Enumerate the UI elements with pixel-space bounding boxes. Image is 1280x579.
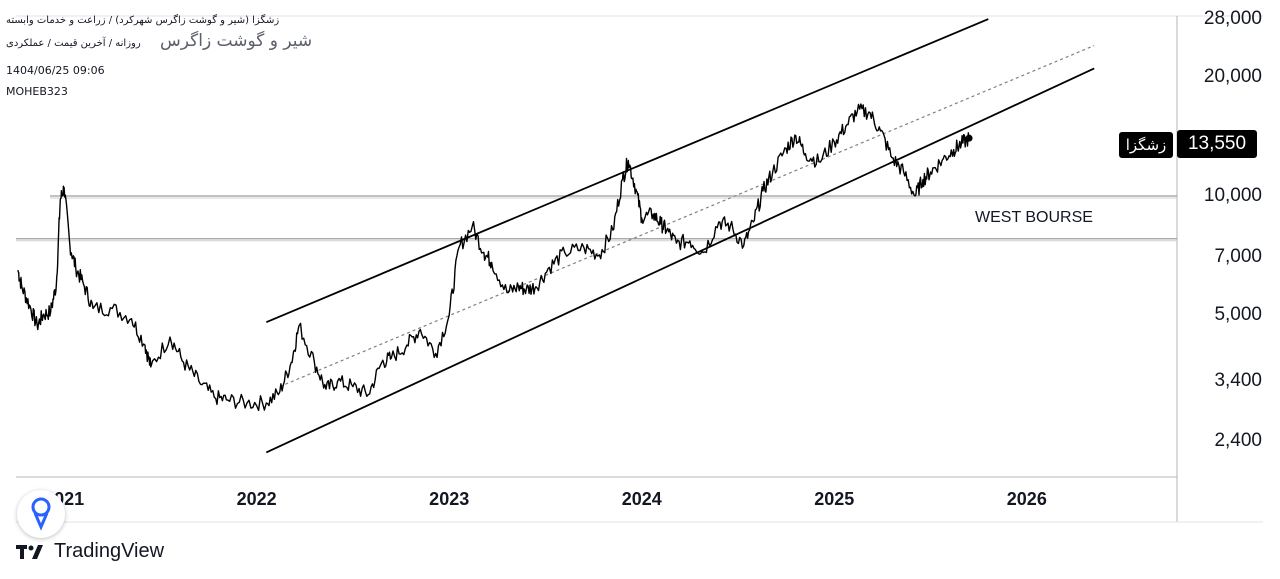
price-tick-label: 28,000	[1203, 8, 1262, 30]
tradingview-logo-icon	[16, 544, 43, 559]
price-tick-label: 10,000	[1203, 185, 1262, 206]
price-tick-label: 3,400	[1214, 370, 1262, 392]
horizontal-lines	[16, 195, 1177, 242]
price-tick-label: 5,000	[1214, 304, 1262, 326]
symbol-name-badge: زشگزا	[1119, 132, 1173, 158]
time-tick-label: 2026	[1006, 489, 1047, 509]
brand-name: TradingView	[54, 540, 165, 562]
price-tick-label: 20,000	[1203, 65, 1262, 87]
time-tick-label: 2022	[236, 489, 277, 509]
time-tick-label: 2023	[429, 489, 470, 509]
snapshot-date: 1404/06/25 09:06	[6, 64, 105, 77]
author-name: MOHEB323	[6, 85, 68, 98]
symbol-title: زشگزا (شیر و گوشت زاگرس شهرکرد) / زراعت …	[6, 15, 280, 26]
chart-settings-subtitle: روزانه / آخرین قیمت / عملکردی	[6, 38, 141, 49]
pin-marker-button[interactable]	[17, 490, 65, 538]
symbol-watermark: شیر و گوشت زاگرس	[160, 31, 313, 51]
pin-marker-icon	[31, 497, 51, 531]
channel-lower-line	[265, 67, 1095, 454]
price-series	[17, 103, 973, 412]
time-tick-label: 2025	[814, 489, 855, 509]
time-tick-label: 2024	[621, 489, 662, 509]
price-tick-label: 7,000	[1214, 246, 1262, 268]
tradingview-logo[interactable]: TradingView	[16, 540, 164, 563]
channel-middle-line	[279, 44, 1095, 388]
price-line	[17, 103, 970, 412]
channel-annotation: WEST BOURSE	[975, 209, 1093, 226]
last-price-dot	[965, 134, 973, 142]
parallel-channel[interactable]	[265, 18, 1095, 454]
last-price-badge: 13,550	[1177, 130, 1257, 158]
price-tick-label: 2,400	[1214, 430, 1262, 452]
